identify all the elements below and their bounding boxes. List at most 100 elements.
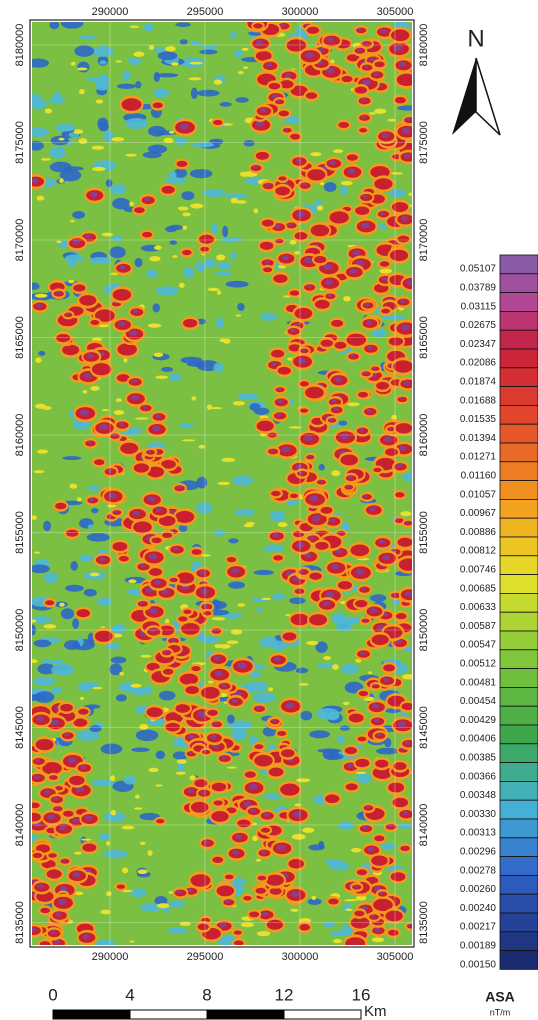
anomaly <box>117 885 125 889</box>
legend-swatch <box>500 575 538 594</box>
anomaly <box>281 23 286 26</box>
texture <box>110 775 115 781</box>
texture <box>294 251 300 255</box>
texture <box>227 640 239 644</box>
anomaly <box>354 885 358 888</box>
anomaly <box>45 600 54 605</box>
texture <box>43 624 56 628</box>
texture <box>58 138 64 141</box>
y-coordinate-label: 8180000 <box>14 24 26 67</box>
texture <box>155 286 178 295</box>
anomaly <box>380 212 385 215</box>
anomaly <box>297 358 305 364</box>
anomaly <box>285 73 291 78</box>
anomaly <box>399 446 406 451</box>
anomaly <box>350 544 369 556</box>
anomaly <box>47 869 62 878</box>
anomaly <box>372 704 379 709</box>
anomaly <box>373 684 376 686</box>
anomaly <box>397 464 402 468</box>
texture <box>74 129 83 134</box>
anomaly <box>85 234 91 238</box>
texture <box>189 62 203 65</box>
legend-label: 0.00150 <box>460 959 497 970</box>
anomaly <box>302 349 305 351</box>
texture <box>53 92 61 99</box>
texture <box>169 373 182 381</box>
anomaly <box>355 759 369 767</box>
texture <box>100 910 111 915</box>
anomaly <box>288 859 304 869</box>
anomaly <box>329 418 332 420</box>
anomaly <box>330 211 349 223</box>
texture <box>80 697 84 700</box>
texture <box>106 179 113 187</box>
anomaly <box>288 223 292 226</box>
anomaly <box>369 57 374 61</box>
anomaly <box>256 40 263 45</box>
legend-label: 0.00260 <box>460 884 497 895</box>
texture <box>36 196 44 201</box>
anomaly <box>44 790 51 795</box>
texture <box>221 237 243 243</box>
y-coordinate-label: 8175000 <box>14 121 26 164</box>
anomaly <box>397 518 400 520</box>
texture <box>228 538 238 543</box>
texture <box>161 367 173 372</box>
scale-bar: 0481216Km <box>48 985 386 1019</box>
anomaly <box>277 844 285 850</box>
texture <box>91 46 114 57</box>
texture <box>79 35 97 39</box>
legend-unit: nT/m <box>490 1007 511 1017</box>
texture <box>254 570 274 575</box>
anomaly <box>183 610 191 614</box>
anomaly <box>371 856 387 866</box>
texture <box>62 456 81 460</box>
anomaly <box>382 133 389 138</box>
legend-swatch <box>500 951 538 970</box>
legend-swatch <box>500 669 538 688</box>
anomaly <box>325 279 333 285</box>
anomaly <box>249 784 257 790</box>
texture <box>208 288 219 291</box>
legend-swatch <box>500 819 538 838</box>
texture <box>216 254 225 260</box>
y-coordinate-label: 8155000 <box>14 511 26 554</box>
texture <box>340 726 350 731</box>
texture <box>133 52 144 57</box>
anomaly <box>367 346 373 350</box>
texture <box>92 167 105 171</box>
texture <box>123 358 127 363</box>
anomaly <box>348 168 356 174</box>
legend-label: 0.00454 <box>460 696 497 707</box>
anomaly <box>51 775 54 777</box>
texture <box>71 62 76 66</box>
anomaly <box>347 334 367 346</box>
anomaly <box>361 98 366 101</box>
texture <box>99 833 111 841</box>
anomaly <box>80 765 86 769</box>
texture <box>183 267 194 278</box>
anomaly <box>363 195 368 199</box>
texture <box>70 561 78 571</box>
texture <box>158 51 178 60</box>
legend-swatch <box>500 838 538 857</box>
anomaly <box>358 28 362 31</box>
texture <box>35 294 48 298</box>
texture <box>289 597 305 604</box>
texture <box>69 484 77 489</box>
anomaly <box>373 367 376 369</box>
anomaly <box>321 507 333 514</box>
anomaly <box>400 299 405 303</box>
anomaly <box>305 387 324 399</box>
anomaly <box>134 207 145 213</box>
anomaly <box>389 337 403 346</box>
texture <box>154 353 164 358</box>
anomaly <box>188 735 194 739</box>
texture <box>59 178 64 183</box>
anomaly <box>266 63 272 67</box>
anomaly <box>345 937 365 949</box>
anomaly <box>63 811 74 817</box>
anomaly <box>87 441 91 444</box>
texture <box>338 821 354 829</box>
